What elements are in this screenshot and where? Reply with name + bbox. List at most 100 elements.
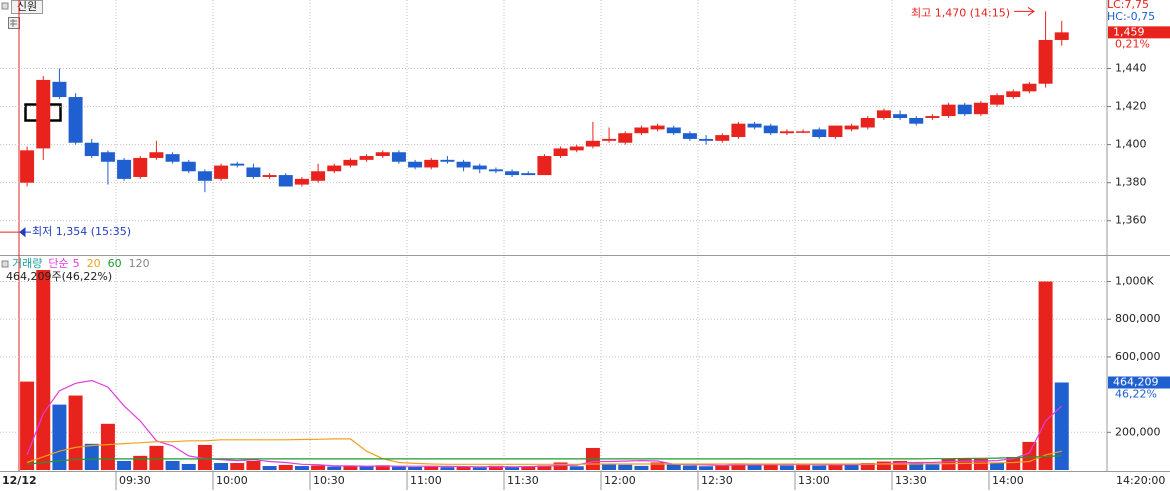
last-volume-box — [1108, 376, 1170, 389]
volume-bar — [844, 464, 859, 470]
x-tick-label: 13:00 — [798, 474, 830, 487]
candle-body — [246, 167, 261, 177]
candle-body — [165, 154, 180, 162]
last-volume-pct: 46,22% — [1115, 387, 1157, 400]
candle-body — [828, 125, 843, 138]
candle-body — [860, 117, 875, 128]
candle-body — [521, 173, 536, 176]
volume-bar — [763, 464, 778, 470]
candle-body — [763, 125, 778, 134]
x-tick-label: 12:00 — [604, 474, 636, 487]
volume-bar — [440, 467, 455, 470]
panel-icon[interactable] — [1, 2, 9, 10]
volume-bar — [165, 460, 180, 470]
volume-bar — [618, 464, 633, 470]
x-tick-label: 10:30 — [313, 474, 345, 487]
volume-bar — [828, 464, 843, 470]
candle-body — [666, 127, 681, 134]
candle-body — [197, 171, 212, 181]
candle-body — [973, 102, 988, 115]
candle-body — [68, 97, 83, 143]
volume-bar — [925, 464, 940, 470]
volume-bar — [973, 458, 988, 470]
volume-bar — [1022, 441, 1037, 470]
candle-body — [391, 152, 406, 162]
volume-bar — [957, 458, 972, 470]
legend-entry: 120 — [129, 257, 150, 270]
y-tick-label: 800,000 — [1115, 312, 1161, 325]
volume-bar — [20, 381, 35, 470]
volume-bar — [505, 467, 520, 470]
toolbar-icon[interactable] — [8, 17, 20, 29]
y-tick-label: 1,420 — [1115, 100, 1147, 113]
volume-bar — [456, 466, 471, 470]
x-tick-label: 13:30 — [895, 474, 927, 487]
volume-bar — [197, 444, 212, 470]
candle-body — [456, 161, 471, 168]
candle-body — [294, 178, 309, 185]
volume-bar — [779, 465, 794, 470]
candle-body — [699, 138, 714, 141]
y-tick-label: 1,400 — [1115, 138, 1147, 151]
volume-bar — [375, 465, 390, 470]
candle-body — [311, 171, 326, 181]
candle-body — [149, 152, 164, 158]
change-label: 0,21% — [1115, 37, 1150, 50]
volume-bar — [909, 462, 924, 470]
candle-body — [553, 148, 568, 157]
last-price-label: 1,459 — [1113, 25, 1145, 38]
candle-body — [20, 150, 35, 183]
panel-icon[interactable] — [1, 260, 9, 268]
candle-body — [747, 123, 762, 128]
volume-bar — [537, 465, 552, 470]
volume-bar — [343, 465, 358, 470]
volume-bar — [553, 462, 568, 470]
candle-body — [440, 159, 455, 162]
volume-bar — [1038, 281, 1053, 470]
candle-body — [876, 110, 891, 118]
volume-bar — [893, 460, 908, 470]
candle-body — [909, 117, 924, 124]
volume-bar — [472, 467, 487, 470]
y-tick-label: 1,360 — [1115, 214, 1147, 227]
hc-label: HC:-0,75 — [1107, 10, 1155, 23]
volume-bar — [327, 466, 342, 470]
candle-body — [343, 159, 358, 166]
volume-bar — [36, 270, 51, 470]
candle-body — [844, 125, 859, 130]
volume-bar — [311, 465, 326, 470]
volume-bar — [278, 464, 293, 470]
volume-bar — [262, 466, 277, 470]
cursor-time: 14:20:00 — [1116, 474, 1165, 487]
candle-body — [424, 159, 439, 168]
candle-body — [812, 129, 827, 138]
ma-line — [27, 455, 1062, 465]
candle-body — [488, 169, 503, 172]
volume-bar — [408, 466, 423, 470]
x-tick-label: 12/12 — [2, 474, 37, 487]
last-price-box — [1108, 26, 1170, 39]
candle-body — [117, 159, 132, 179]
candle-body — [569, 146, 584, 151]
candle-body — [715, 135, 730, 141]
candle-body — [472, 165, 487, 170]
volume-bar — [860, 463, 875, 470]
y-tick-label: 1,440 — [1115, 62, 1147, 75]
legend-entry: 60 — [108, 257, 122, 270]
volume-bar — [990, 462, 1005, 470]
volume-bar — [747, 464, 762, 470]
volume-bar — [812, 465, 827, 470]
candle-body — [941, 104, 956, 117]
toolbar-icon-glyph — [10, 19, 17, 27]
candle-body — [650, 125, 665, 130]
volume-bar — [1054, 382, 1069, 470]
x-tick-label: 14:00 — [992, 474, 1024, 487]
candle-body — [327, 165, 342, 172]
candle-body — [585, 140, 600, 147]
candle-body — [925, 116, 940, 118]
candle-body — [36, 79, 51, 149]
candle-body — [181, 161, 196, 172]
legend-entry: 5 — [73, 257, 80, 270]
volume-bar — [424, 465, 439, 470]
